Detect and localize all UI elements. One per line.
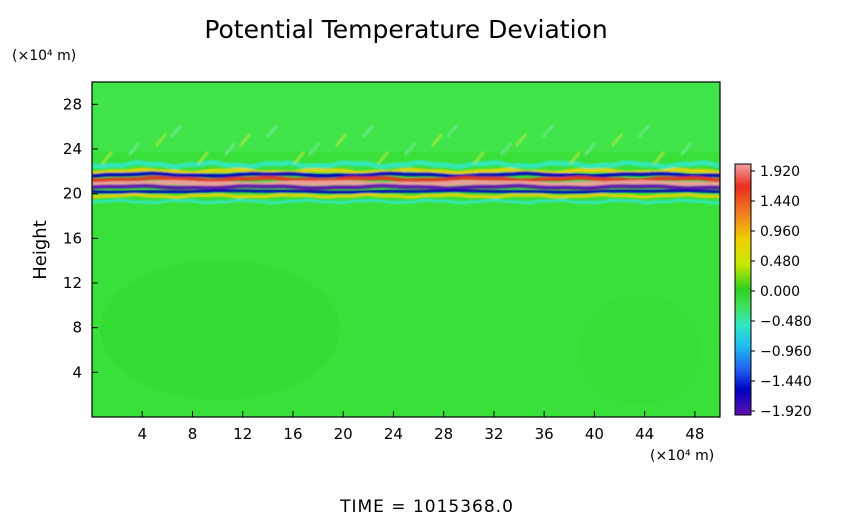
colorbar-labels: 1.920 1.440 0.960 0.480 0.000 −0.480 −0.960 −1.…: [751, 164, 812, 420]
wave-streak: [583, 142, 597, 156]
wave-streak: [568, 150, 582, 165]
wave-streak: [610, 133, 624, 148]
red-band: [92, 175, 720, 183]
y-axis: 4 8 12 16 20 24 28: [63, 95, 98, 381]
colorbar-label: −1.440: [760, 374, 812, 390]
lower-yellow-band: [92, 193, 720, 199]
x-tick-label: 40: [585, 425, 604, 443]
wave-streak: [679, 142, 693, 156]
upper-field-region: [92, 82, 720, 152]
upper-negative-band: [92, 171, 720, 179]
colorbar-label: −0.480: [760, 314, 812, 330]
wave-streak: [499, 142, 513, 156]
wave-streak: [223, 142, 237, 156]
wave-streak: [154, 133, 168, 148]
wave-streak: [169, 124, 183, 139]
purple-band: [92, 183, 720, 191]
x-tick-label: 16: [283, 425, 302, 443]
cool-anomaly-right: [580, 295, 700, 405]
y-tick-label: 24: [63, 140, 82, 158]
x-tick-label: 48: [685, 425, 704, 443]
wave-streak: [652, 150, 666, 165]
wave-streak: [307, 142, 321, 156]
cyan-ripple-band: [92, 160, 720, 170]
time-label: TIME = 1015368.0: [339, 497, 514, 517]
plot-frame: [91, 81, 721, 418]
wave-streak: [403, 142, 417, 156]
y-tick-label: 16: [63, 229, 82, 247]
wave-streak: [376, 150, 390, 165]
wave-streak: [361, 124, 375, 139]
x-tick-label: 8: [188, 425, 198, 443]
wave-streak: [541, 124, 555, 139]
band-layer: [92, 124, 720, 205]
chart-title: Potential Temperature Deviation: [204, 15, 607, 44]
y-tick-label: 8: [72, 319, 82, 337]
colorbar: 1.920 1.440 0.960 0.480 0.000 −0.480 −0.960 −1.…: [734, 163, 812, 420]
wave-streak: [100, 150, 114, 165]
colorbar-label: −0.960: [760, 344, 812, 360]
y-tick-label: 28: [63, 95, 82, 113]
y-unit-label: (×10⁴ m): [12, 48, 76, 64]
y-axis-label: Height: [30, 220, 51, 280]
colorbar-label: 0.000: [760, 284, 800, 300]
y-tick-label: 20: [63, 185, 82, 203]
x-tick-label: 20: [334, 425, 353, 443]
y-tick-label: 12: [63, 274, 82, 292]
colorbar-gradient: [734, 163, 752, 416]
colorbar-label: −1.920: [760, 404, 812, 420]
wave-streak: [472, 150, 486, 165]
colorbar-label: 0.480: [760, 254, 800, 270]
x-tick-label: 4: [137, 425, 147, 443]
plot-area: [92, 82, 720, 417]
x-axis: 4 8 12 16 20 24 28 32 36 40 44 48: [137, 411, 704, 443]
wave-streak: [445, 124, 459, 139]
wave-streak: [265, 124, 279, 139]
wave-streak: [637, 124, 651, 139]
wave-streak: [334, 133, 348, 148]
wave-streak: [238, 133, 252, 148]
wave-streak: [430, 133, 444, 148]
wave-streak: [292, 150, 306, 165]
colorbar-label: 0.960: [760, 224, 800, 240]
wave-streak: [196, 150, 210, 165]
x-tick-label: 32: [484, 425, 503, 443]
y-tick-label: 4: [72, 363, 82, 381]
colorbar-label: 1.920: [760, 164, 800, 180]
x-tick-label: 24: [384, 425, 403, 443]
colorbar-label: 1.440: [760, 194, 800, 210]
x-tick-label: 12: [233, 425, 252, 443]
lower-negative-band: [92, 189, 720, 194]
wave-streak: [127, 142, 141, 156]
cool-anomaly-left: [100, 260, 340, 400]
x-tick-label: 28: [434, 425, 453, 443]
x-tick-label: 44: [635, 425, 654, 443]
x-unit-label: (×10⁴ m): [650, 448, 714, 464]
x-tick-label: 36: [535, 425, 554, 443]
lower-cyan-band: [92, 198, 720, 205]
wave-streak: [514, 133, 528, 148]
